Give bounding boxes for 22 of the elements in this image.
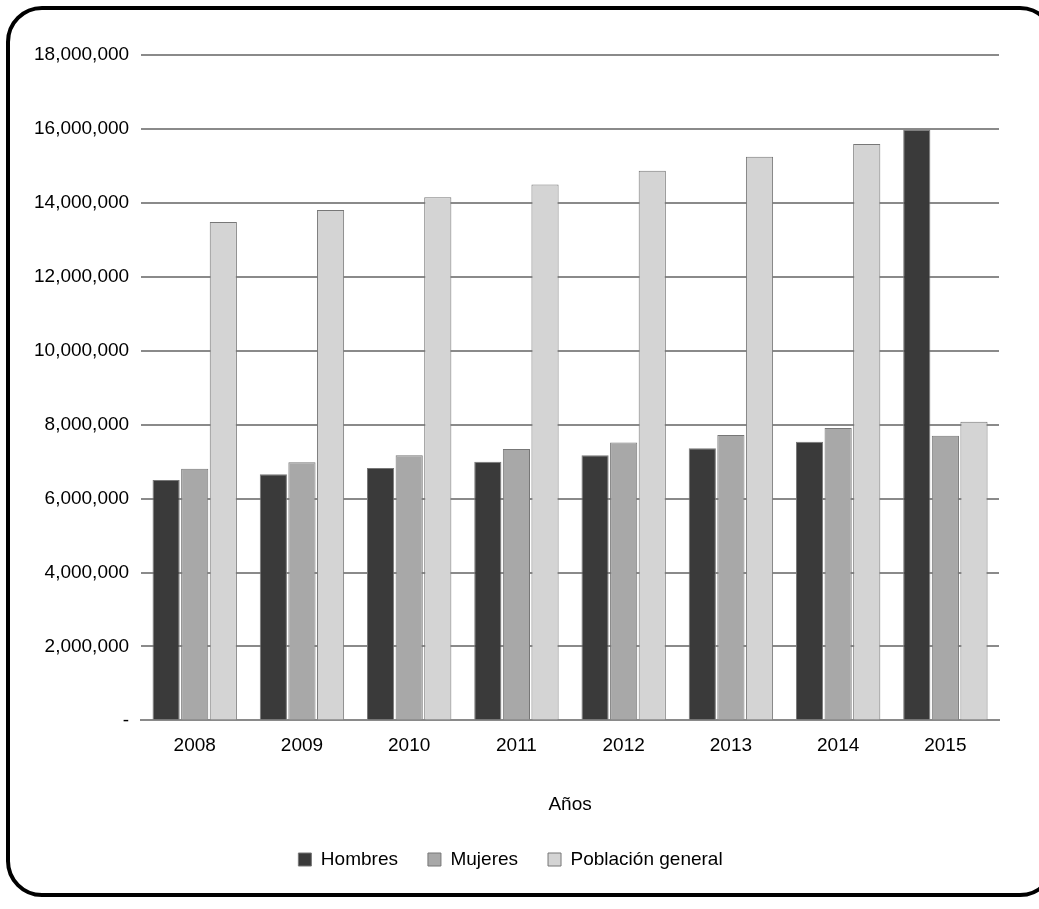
y-tick-label: 8,000,000 <box>44 412 130 434</box>
y-tick-label: 12,000,000 <box>34 265 130 287</box>
x-tick-label: 2010 <box>388 734 431 756</box>
x-tick-label: 2015 <box>924 734 967 756</box>
x-tick-label: 2009 <box>280 734 324 756</box>
x-axis-title: Años <box>548 792 592 814</box>
y-tick-label: 6,000,000 <box>44 486 130 508</box>
x-tick-label: 2014 <box>817 734 860 756</box>
y-tick-label: 10,000,000 <box>34 338 130 360</box>
x-tick-label: 2008 <box>173 734 216 756</box>
legend-label: Hombres <box>320 847 398 869</box>
y-tick-label: 16,000,000 <box>34 117 130 139</box>
x-tick-label: 2012 <box>602 734 645 756</box>
y-tick-label: 2,000,000 <box>44 634 130 656</box>
x-tick-label: 2011 <box>496 734 537 756</box>
legend-label: Mujeres <box>450 847 519 869</box>
y-tick-label: - <box>122 708 130 730</box>
x-tick-label: 2013 <box>709 734 753 756</box>
y-tick-label: 4,000,000 <box>44 560 130 582</box>
legend-label: Población general <box>570 847 723 869</box>
y-tick-label: 14,000,000 <box>34 191 130 213</box>
y-tick-label: 18,000,000 <box>34 43 130 65</box>
